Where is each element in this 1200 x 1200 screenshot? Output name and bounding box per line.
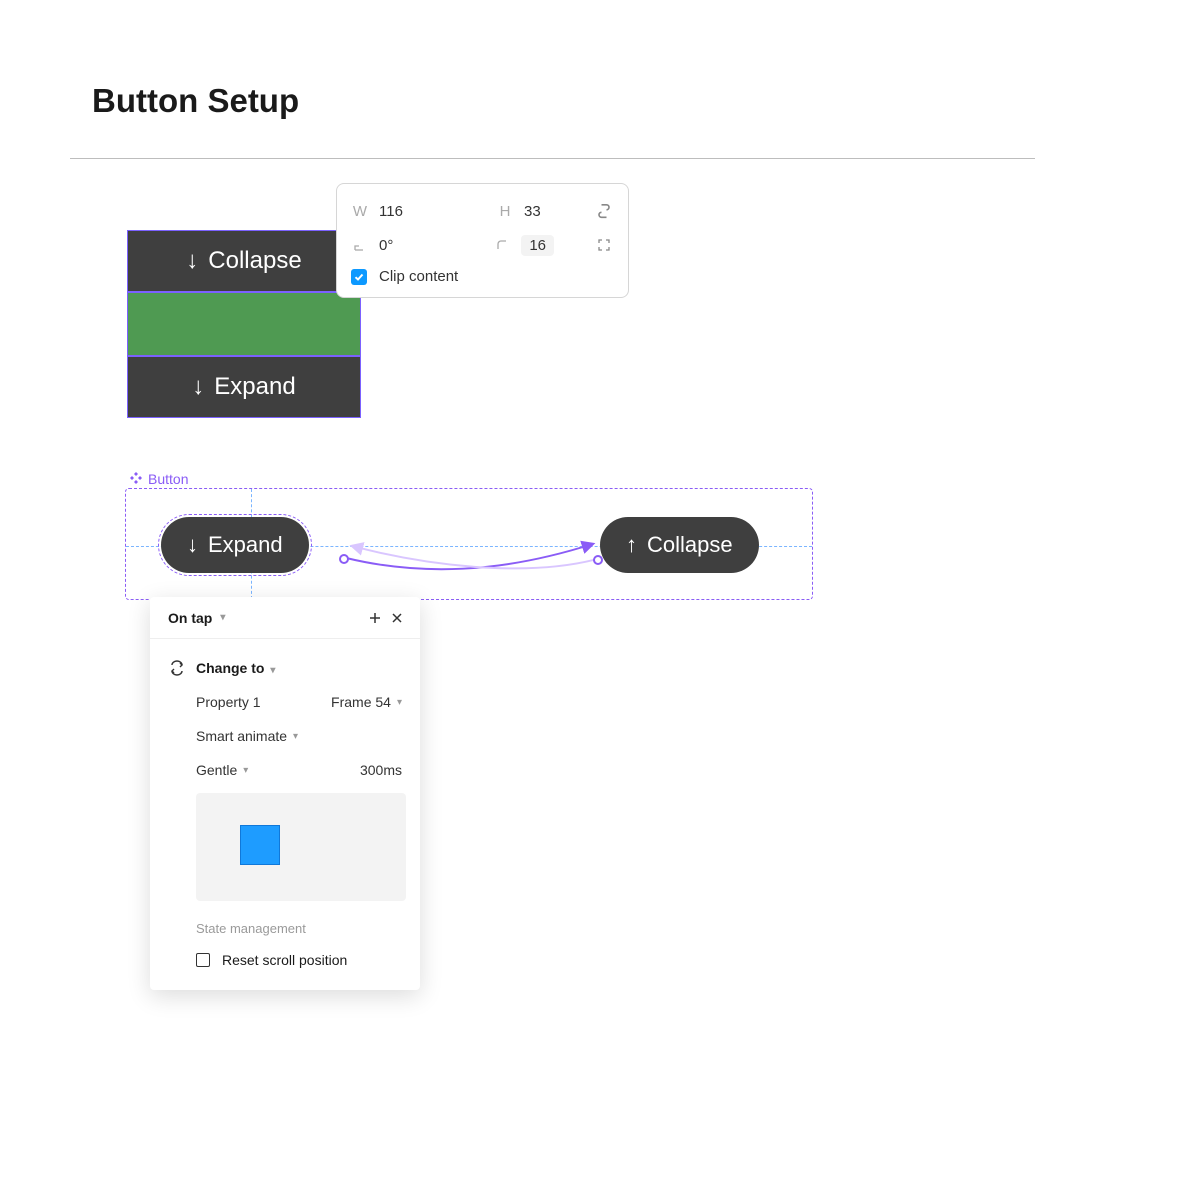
component-icon	[130, 471, 142, 487]
chevron-down-icon: ▾	[270, 665, 275, 676]
property-value: Frame 54	[331, 694, 391, 710]
easing-dropdown[interactable]: Gentle ▾	[196, 762, 248, 778]
expand-label: Expand	[214, 373, 295, 401]
button-variants-stack: ↓ Collapse ↓ Expand	[127, 230, 361, 418]
trigger-label: On tap	[168, 610, 212, 626]
expand-button-label: Expand	[208, 532, 283, 558]
add-interaction-button[interactable]	[364, 607, 386, 629]
action-dropdown[interactable]: Change to ▾	[196, 660, 275, 676]
reset-scroll-checkbox[interactable]	[196, 953, 210, 967]
chevron-down-icon: ▾	[293, 731, 298, 742]
animation-label: Smart animate	[196, 728, 287, 744]
state-management-header: State management	[196, 921, 402, 936]
property-value-dropdown[interactable]: Frame 54 ▾	[331, 694, 402, 710]
rotation-value[interactable]: 0°	[379, 237, 439, 254]
trigger-dropdown[interactable]: On tap ▾	[168, 610, 225, 626]
arrow-up-icon: ↑	[626, 532, 637, 558]
constrain-proportions-icon[interactable]	[594, 201, 614, 221]
change-to-icon	[168, 659, 186, 677]
collapse-button-label: Collapse	[647, 532, 733, 558]
arrow-down-icon: ↓	[187, 532, 198, 558]
connector-handle[interactable]	[593, 555, 603, 565]
arrow-down-icon: ↓	[186, 249, 198, 273]
rotation-icon	[351, 238, 369, 252]
component-name: Button	[148, 471, 188, 487]
chevron-down-icon: ▾	[220, 612, 225, 623]
clip-content-label: Clip content	[379, 268, 458, 285]
corner-radius-value[interactable]: 16	[521, 235, 554, 256]
width-value[interactable]: 116	[379, 203, 439, 220]
chevron-down-icon: ▾	[397, 697, 402, 708]
reset-scroll-label: Reset scroll position	[222, 952, 347, 968]
connector-handle[interactable]	[339, 554, 349, 564]
size-properties-panel: W 116 H 33 0° 16 Clip content	[336, 183, 629, 298]
page-title: Button Setup	[92, 82, 299, 120]
animation-preview	[196, 793, 406, 901]
component-label[interactable]: Button	[130, 471, 188, 487]
collapse-variant[interactable]: ↓ Collapse	[127, 230, 361, 292]
action-label: Change to	[196, 660, 264, 676]
corner-radius-icon	[493, 238, 511, 252]
height-label: H	[496, 203, 514, 220]
variant-spacer	[127, 292, 361, 356]
expand-button[interactable]: ↓ Expand	[161, 517, 309, 573]
expand-variant[interactable]: ↓ Expand	[127, 356, 361, 418]
clip-content-checkbox[interactable]	[351, 269, 367, 285]
arrow-down-icon: ↓	[192, 375, 204, 399]
close-button[interactable]	[386, 607, 408, 629]
height-value[interactable]: 33	[524, 203, 584, 220]
component-variant-frame[interactable]: ↓ Expand ↑ Collapse	[125, 488, 813, 600]
width-label: W	[351, 203, 369, 220]
divider	[70, 158, 1035, 159]
chevron-down-icon: ▾	[243, 765, 248, 776]
independent-corners-icon[interactable]	[594, 238, 614, 252]
property-name: Property 1	[196, 694, 261, 710]
preview-square	[240, 825, 280, 865]
collapse-button[interactable]: ↑ Collapse	[600, 517, 759, 573]
easing-label: Gentle	[196, 762, 237, 778]
interaction-panel: On tap ▾ Change to ▾ Property 1	[150, 597, 420, 990]
collapse-label: Collapse	[208, 247, 301, 275]
animation-dropdown[interactable]: Smart animate ▾	[196, 728, 298, 744]
duration-value[interactable]: 300ms	[360, 762, 402, 778]
